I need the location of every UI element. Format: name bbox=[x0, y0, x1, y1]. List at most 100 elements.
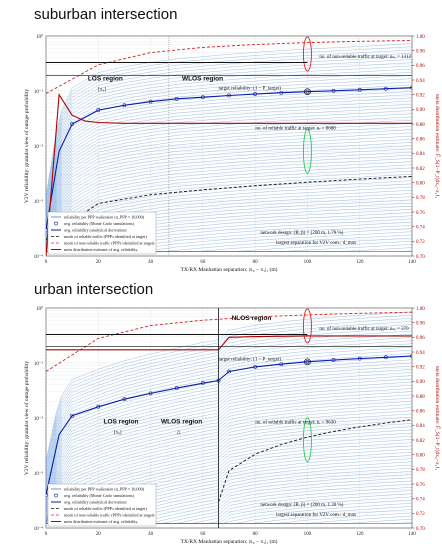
ppp-realization-curve bbox=[46, 330, 412, 481]
ellipse-reliable bbox=[302, 417, 312, 463]
annotation-dmax: largest separation for V2V com.: d_max bbox=[276, 513, 357, 518]
series-line bbox=[46, 40, 412, 94]
chart-title-suburban: suburban intersection bbox=[34, 6, 178, 23]
x-tick-label: 120 bbox=[356, 260, 364, 265]
y2-tick-label: 0.78 bbox=[416, 196, 425, 201]
ppp-realization-curve bbox=[46, 135, 412, 252]
ppp-realization-curve bbox=[46, 343, 412, 493]
legend-box bbox=[47, 211, 157, 255]
x-tick-label: 80 bbox=[253, 532, 259, 537]
x-tick-label: 0 bbox=[45, 260, 48, 265]
y2-tick-label: 0.72 bbox=[416, 512, 425, 517]
annotation-reliable: no. of reliable traffic at target: nᵣ = … bbox=[255, 420, 336, 425]
ppp-realization-curve bbox=[46, 359, 412, 509]
y2-tick-label: 0.98 bbox=[416, 321, 425, 326]
y2-tick-label: 0.70 bbox=[416, 527, 425, 532]
series-line bbox=[46, 311, 412, 372]
ppp-realization-curve bbox=[46, 318, 412, 468]
annotation-network-design: network design: (R, p̄) = (200 m, 1.30 %… bbox=[260, 503, 343, 508]
y2-tick-label: 0.98 bbox=[416, 49, 425, 54]
ppp-realization-curve bbox=[46, 413, 412, 524]
annotation-reliable: no. of reliable traffic at target: nᵣ = … bbox=[255, 126, 336, 131]
y-tick-label: 10⁻² bbox=[34, 144, 44, 150]
legend-entry: avg. reliability (Monte Carlo simulation… bbox=[64, 221, 135, 226]
plot-content bbox=[46, 311, 412, 524]
y2-tick-label: 0.90 bbox=[416, 380, 425, 385]
legend-box bbox=[47, 483, 157, 527]
legend-entry: avg. reliability (analytical derivation) bbox=[64, 500, 127, 505]
ppp-realization-curve bbox=[46, 333, 412, 484]
y2-tick-label: 0.84 bbox=[416, 152, 425, 157]
region-label: WLOS region bbox=[182, 75, 223, 82]
ppp-realization-curve bbox=[46, 116, 412, 252]
ppp-realization-curve bbox=[46, 68, 412, 222]
ppp-realization-curve bbox=[46, 388, 412, 524]
ppp-realization-curve bbox=[46, 113, 412, 252]
y2-tick-label: 0.88 bbox=[416, 123, 425, 128]
ppp-realization-curve bbox=[46, 126, 412, 252]
ppp-realization-curve bbox=[46, 384, 412, 524]
region-label: LOS region bbox=[88, 75, 123, 82]
ppp-realization-curve bbox=[46, 91, 412, 244]
ppp-realization-curve bbox=[46, 46, 412, 200]
y2-axis-label: meta distribution estimate: F̂_S(1−P_t)|… bbox=[434, 366, 441, 470]
y2-tick-label: 0.96 bbox=[416, 336, 425, 341]
ppp-realization-curve bbox=[46, 324, 412, 474]
ppp-realization-curve bbox=[46, 161, 412, 252]
y2-tick-label: 1.00 bbox=[416, 307, 425, 312]
ppp-realization-curve bbox=[46, 391, 412, 524]
y-tick-label: 10⁰ bbox=[36, 306, 43, 312]
series-line bbox=[46, 87, 412, 230]
series-line bbox=[46, 93, 412, 256]
chart-urban: 0 20 40 60 80 100 120 140 10⁰ 10⁻¹ 10⁻² 10⁻³ 10⁻⁴ 1.0… bbox=[23, 306, 441, 545]
target-marker bbox=[304, 88, 311, 96]
ppp-realization-curve bbox=[46, 372, 412, 522]
ppp-realization-curve bbox=[46, 420, 412, 524]
y2-tick-label: 0.76 bbox=[416, 211, 425, 216]
annotation-network-design: network design: (R, p̄) = (200 m, 1.79 %… bbox=[260, 231, 343, 236]
ppp-realization-curve bbox=[46, 423, 412, 524]
legend-entry: mode of reliable traffic (PPPs identifie… bbox=[64, 234, 147, 239]
ppp-realization-curve bbox=[46, 75, 412, 228]
annotation-non-reliable: no. of non-reliable traffic at target: n… bbox=[319, 55, 411, 60]
legend-entry: mode of non-reliable traffic (PPPs ident… bbox=[64, 241, 155, 246]
y2-tick-label: 0.72 bbox=[416, 240, 425, 245]
ppp-realization-curve bbox=[46, 174, 412, 252]
annotation-non-reliable: no. of non-reliable traffic at target: n… bbox=[319, 327, 409, 332]
annotation-target: target reliability: (1 − P_target) bbox=[219, 357, 282, 362]
ppp-realization-curve bbox=[46, 167, 412, 252]
ppp-realization-curve bbox=[46, 97, 412, 251]
ellipse-reliable bbox=[302, 128, 312, 174]
legend-marker bbox=[54, 493, 58, 498]
ppp-realization-curve bbox=[46, 154, 412, 252]
y-tick-label: 10⁰ bbox=[36, 34, 43, 40]
y2-tick-label: 0.76 bbox=[416, 483, 425, 488]
ppp-realization-curve bbox=[46, 62, 412, 215]
ppp-realization-curve bbox=[46, 129, 412, 252]
chart-suburban: 0 20 40 60 80 100 120 140 10⁰ 10⁻¹ 10⁻² 10⁻³ 10⁻⁴ 1.0… bbox=[23, 34, 441, 273]
ppp-realization-curve bbox=[46, 346, 412, 497]
y2-tick-label: 0.92 bbox=[416, 365, 425, 370]
ppp-realization-curve bbox=[46, 311, 412, 461]
y2-tick-label: 0.96 bbox=[416, 64, 425, 69]
x-tick-label: 80 bbox=[253, 260, 259, 265]
ppp-realization-curve bbox=[46, 321, 412, 471]
ppp-realization-curve bbox=[46, 381, 412, 524]
series-line bbox=[46, 175, 412, 240]
legend-entry: avg. reliability (Monte Carlo simulation… bbox=[64, 493, 135, 498]
ppp-realization-curve bbox=[46, 94, 412, 247]
y-tick-label: 10⁻² bbox=[34, 416, 44, 422]
ppp-realization-curve bbox=[46, 337, 412, 487]
ppp-realization-curve bbox=[46, 369, 412, 519]
y2-tick-label: 0.74 bbox=[416, 225, 425, 230]
legend-marker bbox=[54, 221, 58, 226]
y2-tick-label: 0.90 bbox=[416, 108, 425, 113]
y2-tick-label: 0.80 bbox=[416, 453, 425, 458]
ppp-realization-curve bbox=[46, 100, 412, 252]
ppp-realization-curve bbox=[46, 375, 412, 524]
ppp-realization-curve bbox=[46, 56, 412, 209]
ellipse-non-reliable bbox=[302, 308, 312, 344]
ppp-realization-curve bbox=[46, 138, 412, 252]
series-line bbox=[46, 335, 412, 351]
ppp-realization-curve bbox=[46, 394, 412, 524]
